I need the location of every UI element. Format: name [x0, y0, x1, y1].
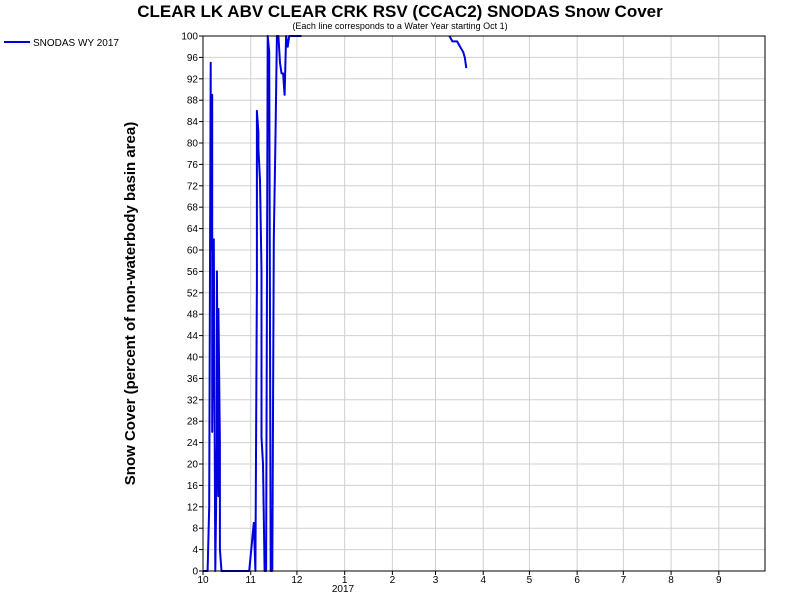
y-tick-label: 48 [187, 310, 199, 321]
y-axis-ticks: 0481216202428323640444852566064687276808… [181, 32, 203, 578]
x-tick-label: 6 [574, 575, 580, 586]
y-tick-label: 28 [187, 417, 199, 428]
y-tick-label: 44 [187, 331, 199, 342]
y-tick-label: 56 [187, 267, 199, 278]
x-tick-label: 9 [716, 575, 722, 586]
y-tick-label: 16 [187, 481, 199, 492]
y-tick-label: 84 [187, 117, 199, 128]
y-axis-label: Snow Cover (percent of non-waterbody bas… [122, 122, 139, 485]
y-tick-label: 20 [187, 460, 199, 471]
x-axis-year-label: 2017 [332, 584, 355, 595]
x-axis-ticks: 10 11 12 1 2 3 4 5 6 7 8 9 [197, 571, 722, 586]
x-tick-label: 1 [342, 575, 348, 586]
x-tick-label: 7 [621, 575, 627, 586]
y-tick-label: 72 [187, 181, 199, 192]
y-tick-label: 80 [187, 139, 199, 150]
series-line [203, 35, 302, 572]
y-tick-label: 100 [181, 32, 198, 43]
y-tick-label: 32 [187, 395, 199, 406]
legend: SNODAS WY 2017 [4, 38, 119, 49]
x-tick-label: 8 [668, 575, 674, 586]
y-tick-label: 0 [192, 567, 198, 578]
y-tick-label: 4 [192, 545, 198, 556]
x-tick-label: 10 [197, 575, 209, 586]
y-tick-label: 92 [187, 74, 199, 85]
y-tick-label: 60 [187, 246, 199, 257]
x-tick-label: 11 [246, 575, 257, 586]
series-lines [203, 35, 468, 572]
y-tick-label: 88 [187, 96, 199, 107]
y-tick-label: 8 [192, 524, 198, 535]
y-tick-label: 68 [187, 203, 199, 214]
chart-title: CLEAR LK ABV CLEAR CRK RSV (CCAC2) SNODA… [137, 2, 663, 21]
y-tick-label: 96 [187, 53, 199, 64]
series-line [448, 35, 468, 69]
y-tick-label: 36 [187, 374, 199, 385]
x-tick-label: 3 [433, 575, 439, 586]
y-tick-label: 76 [187, 160, 199, 171]
y-tick-label: 12 [187, 502, 199, 513]
y-tick-label: 64 [187, 224, 199, 235]
x-tick-label: 4 [480, 575, 486, 586]
chart-subtitle: (Each line corresponds to a Water Year s… [292, 21, 507, 31]
x-tick-label: 2 [390, 575, 396, 586]
grid-lines [202, 35, 765, 572]
x-tick-label: 5 [527, 575, 533, 586]
y-tick-label: 52 [187, 288, 199, 299]
y-tick-label: 24 [187, 438, 199, 449]
x-tick-label: 12 [291, 575, 303, 586]
legend-label: SNODAS WY 2017 [33, 38, 119, 49]
plot-area [202, 35, 766, 572]
y-tick-label: 40 [187, 353, 199, 364]
